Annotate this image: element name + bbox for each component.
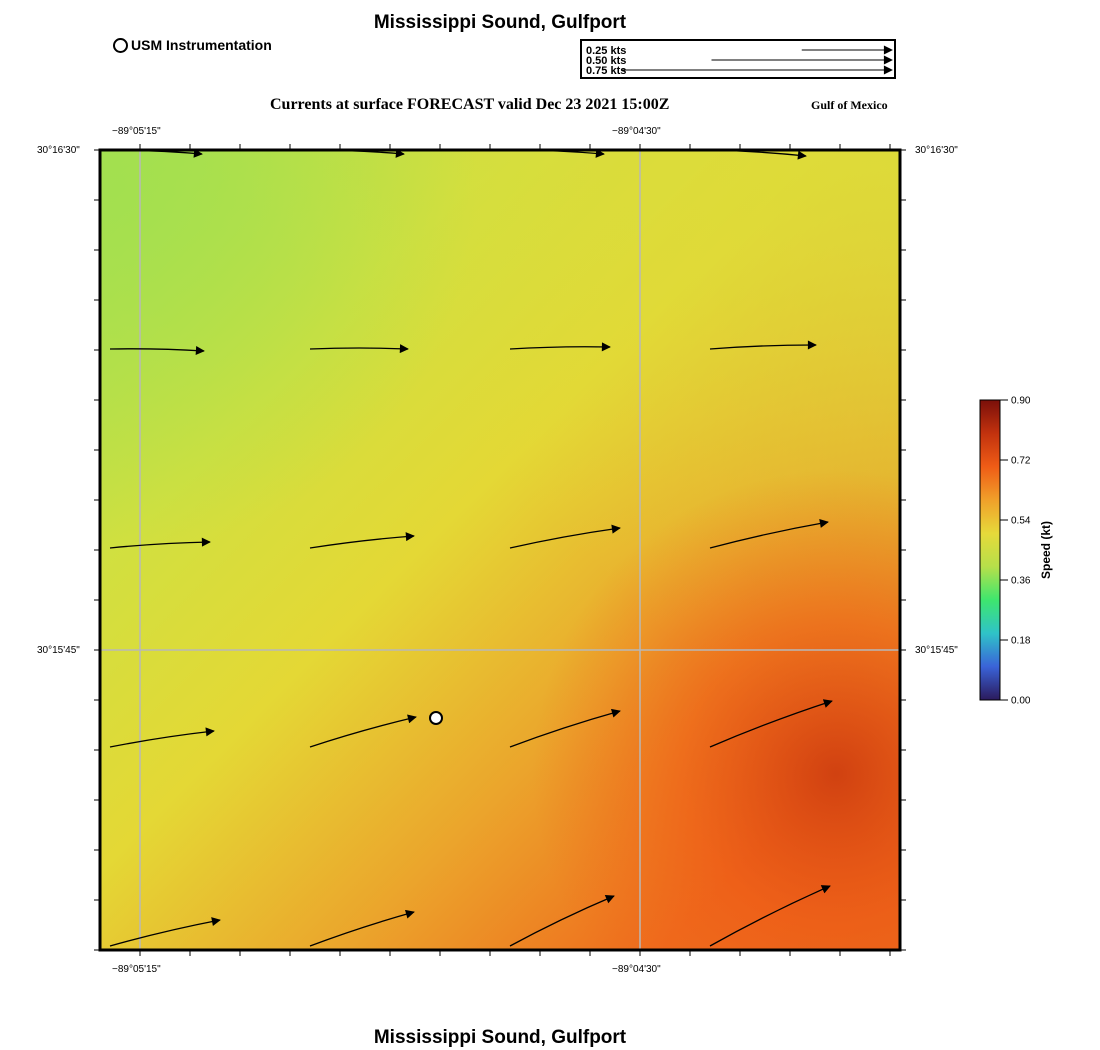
lon-tick-top-1: −89°05'15" [112,126,161,137]
current-vector [309,344,409,354]
current-vector [309,909,415,947]
current-vector [509,342,611,352]
current-vector [509,895,615,947]
scale-legend-label: 0.25 kts [586,45,626,57]
scale-legend-label: 0.50 kts [586,55,626,67]
current-vector [709,699,833,748]
station-legend: USM Instrumentation [113,37,272,53]
current-vector [309,532,415,549]
lon-tick-bottom-1: −89°05'15" [112,964,161,975]
colorbar-tick-label: 0.90 [1011,396,1031,407]
current-vector [709,518,829,549]
usm-instrumentation-station[interactable] [429,711,443,725]
current-vector [109,727,215,748]
current-vector [109,346,205,355]
lat-tick-left-1: 30°16'30" [37,145,80,156]
colorbar-tick-label: 0.00 [1011,696,1031,707]
station-marker-icon [113,37,128,53]
current-vector [509,524,621,549]
station-legend-label: USM Instrumentation [131,37,272,53]
speed-colorbar: 0.00 0.18 0.36 0.54 0.72 0.90 Speed (kt) [979,396,1053,707]
colorbar-ramp [979,399,1001,701]
current-vector [509,708,621,748]
map-title: Mississippi Sound, Gulfport [373,12,627,33]
current-vectors [109,148,833,947]
current-vector [309,714,417,748]
colorbar-tick-label: 0.72 [1011,456,1031,467]
colorbar-tick-label: 0.36 [1011,576,1031,587]
current-vector [109,917,221,947]
current-speed-map [94,144,906,956]
speed-field-overlay-southeast [100,150,900,950]
lon-tick-top-2: −89°04'30" [612,126,661,137]
region-label: Gulf of Mexico [811,98,888,112]
forecast-subtitle: Currents at surface FORECAST valid Dec 2… [270,96,670,113]
lat-tick-right-2: 30°15'45" [915,645,958,656]
lat-tick-right-1: 30°16'30" [915,145,958,156]
lat-tick-left-2: 30°15'45" [37,645,80,656]
current-vector [709,885,831,947]
colorbar-tick-label: 0.18 [1011,636,1031,647]
lon-tick-bottom-2: −89°04'30" [612,964,661,975]
footer-title: Mississippi Sound, Gulfport [373,1027,627,1048]
graticule [100,150,900,950]
current-vector [109,537,211,549]
current-vector [709,340,817,350]
scale-legend-frame [580,39,896,79]
colorbar-tick-label: 0.54 [1011,516,1031,527]
scale-legend-label: 0.75 kts [586,65,626,77]
frame-ticks [94,144,906,956]
colorbar-title: Speed (kt) [1039,521,1053,579]
